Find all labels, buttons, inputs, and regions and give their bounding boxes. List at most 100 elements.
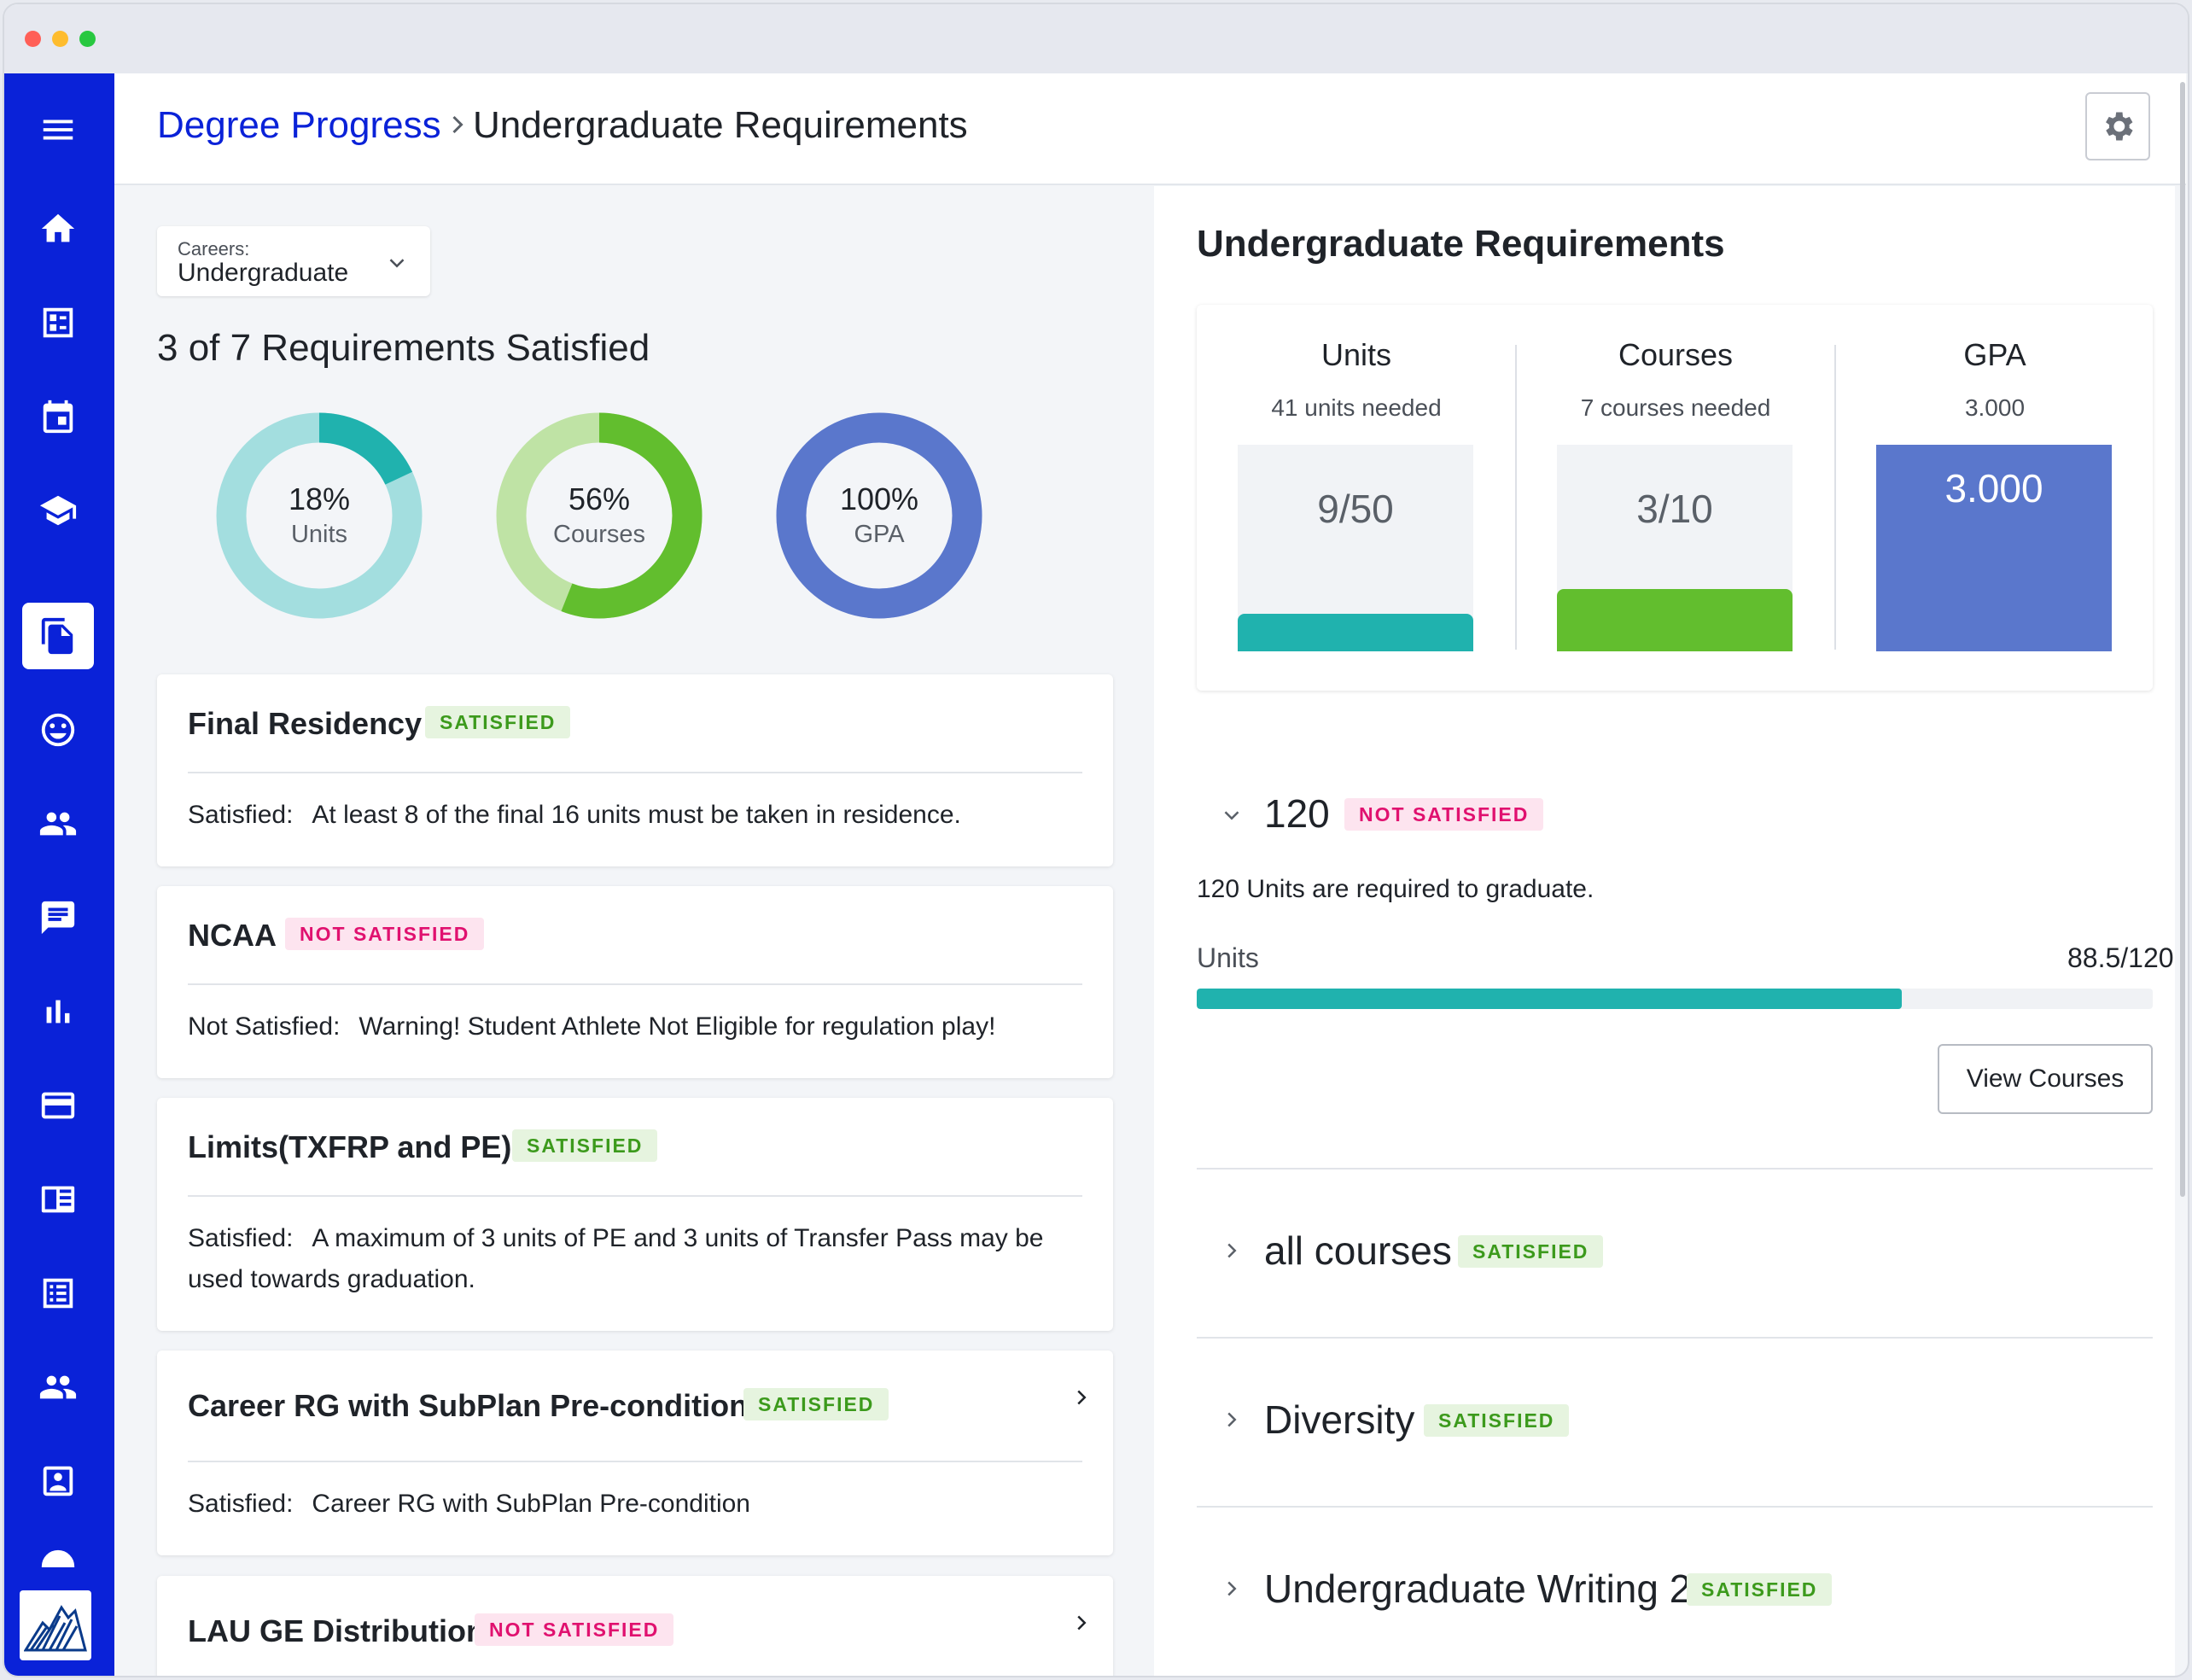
people-icon: [39, 812, 77, 836]
sidebar-item-payments[interactable]: [22, 1072, 94, 1139]
stats-card: Units 41 units needed 9/50 Courses 7 cou…: [1197, 305, 2153, 691]
graduation-cap-icon: [39, 495, 77, 526]
status-badge: SATISFIED: [1424, 1404, 1570, 1437]
stat-subtitle: 41 units needed: [1271, 394, 1442, 421]
units-donut: 18% Units: [214, 411, 424, 621]
requirement-card[interactable]: Career RG with SubPlan Pre-condition SAT…: [157, 1350, 1113, 1555]
sidebar-item-degree-progress[interactable]: [22, 603, 94, 669]
requirements-summary: 3 of 7 Requirements Satisfied: [157, 327, 650, 369]
chevron-right-icon[interactable]: [1069, 1385, 1094, 1410]
sidebar-item-info[interactable]: [22, 1533, 94, 1567]
stat-bar-fill: [1876, 445, 2112, 651]
requirement-title: Limits(TXFRP and PE): [188, 1129, 512, 1164]
requirement-name[interactable]: Undergraduate Writing 2: [1264, 1566, 1692, 1611]
requirement-title: LAU GE Distribution: [188, 1613, 485, 1648]
sidebar-item-news[interactable]: [22, 1166, 94, 1233]
sidebar-item-people[interactable]: [22, 790, 94, 857]
menu-icon: [43, 120, 73, 140]
settings-button[interactable]: [2085, 92, 2150, 160]
careers-label: Careers:: [178, 238, 250, 260]
view-courses-button[interactable]: View Courses: [1938, 1044, 2153, 1114]
requirement-card: NCAA NOT SATISFIED Not Satisfied: Warning…: [157, 886, 1113, 1078]
sidebar-item-wellness[interactable]: [22, 697, 94, 763]
requirement-card: Final Residency SATISFIED Satisfied: At l…: [157, 674, 1113, 866]
requirements-list-pane: Careers: Undergraduate 3 of 7 Requiremen…: [114, 186, 1154, 1676]
courses-donut-percent: 56%: [568, 481, 631, 516]
requirement-name[interactable]: 120: [1264, 791, 1330, 836]
chevron-right-icon[interactable]: [1069, 1610, 1094, 1636]
divider: [1197, 1337, 2153, 1339]
requirement-name[interactable]: all courses: [1264, 1228, 1452, 1273]
stat-bar: 3/10: [1557, 445, 1793, 651]
stat-name: Units: [1320, 337, 1392, 372]
sidebar: [4, 73, 114, 1676]
newspaper-icon: [41, 1186, 75, 1213]
requirement-card[interactable]: LAU GE Distribution NOT SATISFIED: [157, 1576, 1113, 1676]
breadcrumb-current: Undergraduate Requirements: [473, 104, 968, 146]
stat-value: 3.000: [1944, 466, 2043, 510]
chevron-right-icon[interactable]: [1219, 1576, 1245, 1601]
group-icon: [39, 1375, 77, 1399]
divider: [1197, 1168, 2153, 1170]
top-bar: Degree Progress Undergraduate Requiremen…: [114, 73, 2186, 185]
title-bar: [4, 4, 2188, 73]
sidebar-item-lists[interactable]: [22, 1260, 94, 1327]
requirement-detail-pane: Undergraduate Requirements Units 41 unit…: [1154, 186, 2175, 1676]
stat-value: 3/10: [1636, 487, 1713, 531]
status-badge: SATISFIED: [425, 706, 571, 738]
divider: [188, 1195, 1082, 1197]
stat-subtitle: 3.000: [1964, 394, 2026, 421]
status-badge: NOT SATISFIED: [1344, 798, 1544, 831]
gpa-donut-label: GPA: [854, 521, 905, 548]
menu-button[interactable]: [22, 96, 94, 163]
sidebar-item-calendar[interactable]: [22, 383, 94, 450]
bar-chart-icon: [46, 1000, 70, 1024]
status-badge: NOT SATISFIED: [475, 1613, 674, 1646]
divider: [188, 772, 1082, 773]
gpa-donut-percent: 100%: [839, 481, 919, 516]
sidebar-item-messages[interactable]: [22, 884, 94, 951]
requirement-description: Satisfied: A maximum of 3 units of PE and…: [188, 1224, 1044, 1293]
progress-label: Units: [1197, 942, 1259, 973]
chevron-right-icon[interactable]: [1219, 1407, 1245, 1432]
units-donut-percent: 18%: [288, 481, 351, 516]
courses-stat: Courses 7 courses needed 3/10: [1516, 305, 1835, 691]
stat-bar: 9/50: [1238, 445, 1473, 651]
app-window: Degree Progress Undergraduate Requiremen…: [3, 3, 2189, 1677]
documents-icon: [41, 617, 73, 655]
stat-value: 9/50: [1317, 487, 1394, 531]
close-window-button[interactable]: [25, 31, 41, 47]
sidebar-item-groups[interactable]: [22, 1354, 94, 1420]
chevron-right-icon[interactable]: [1219, 1238, 1245, 1263]
gpa-stat: GPA 3.000 3.000: [1835, 305, 2154, 691]
scrollbar[interactable]: [2180, 82, 2185, 1197]
sidebar-item-home[interactable]: [22, 195, 94, 262]
sidebar-item-dashboard[interactable]: [22, 289, 94, 356]
stat-subtitle: 7 courses needed: [1580, 394, 1771, 421]
smiley-icon: [41, 713, 75, 747]
id-card-icon: [43, 1466, 73, 1496]
gear-icon: [2106, 112, 2133, 141]
chevron-down-icon[interactable]: [1219, 802, 1245, 828]
university-logo[interactable]: [20, 1590, 91, 1660]
careers-select[interactable]: Careers: Undergraduate: [157, 226, 430, 296]
status-badge: SATISFIED: [743, 1388, 889, 1420]
status-badge: SATISFIED: [1458, 1235, 1604, 1268]
requirement-description: Satisfied: At least 8 of the final 16 uni…: [188, 801, 961, 829]
progress-value: 88.5/120: [2067, 942, 2174, 973]
chevron-right-icon: [452, 115, 463, 134]
sidebar-item-reports[interactable]: [22, 978, 94, 1045]
status-badge: SATISFIED: [1687, 1573, 1833, 1606]
credit-card-icon: [41, 1092, 75, 1119]
requirement-name[interactable]: Diversity: [1264, 1397, 1415, 1442]
minimize-window-button[interactable]: [52, 31, 68, 47]
chevron-down-icon: [389, 259, 405, 268]
courses-donut: 56% Courses: [494, 411, 704, 621]
breadcrumb-link[interactable]: Degree Progress: [157, 104, 441, 146]
zoom-window-button[interactable]: [79, 31, 96, 47]
sidebar-item-profile[interactable]: [22, 1448, 94, 1514]
sidebar-item-academics[interactable]: [22, 477, 94, 544]
divider: [188, 983, 1082, 985]
requirement-title: Final Residency: [188, 706, 423, 741]
stat-name: Courses: [1618, 337, 1734, 372]
